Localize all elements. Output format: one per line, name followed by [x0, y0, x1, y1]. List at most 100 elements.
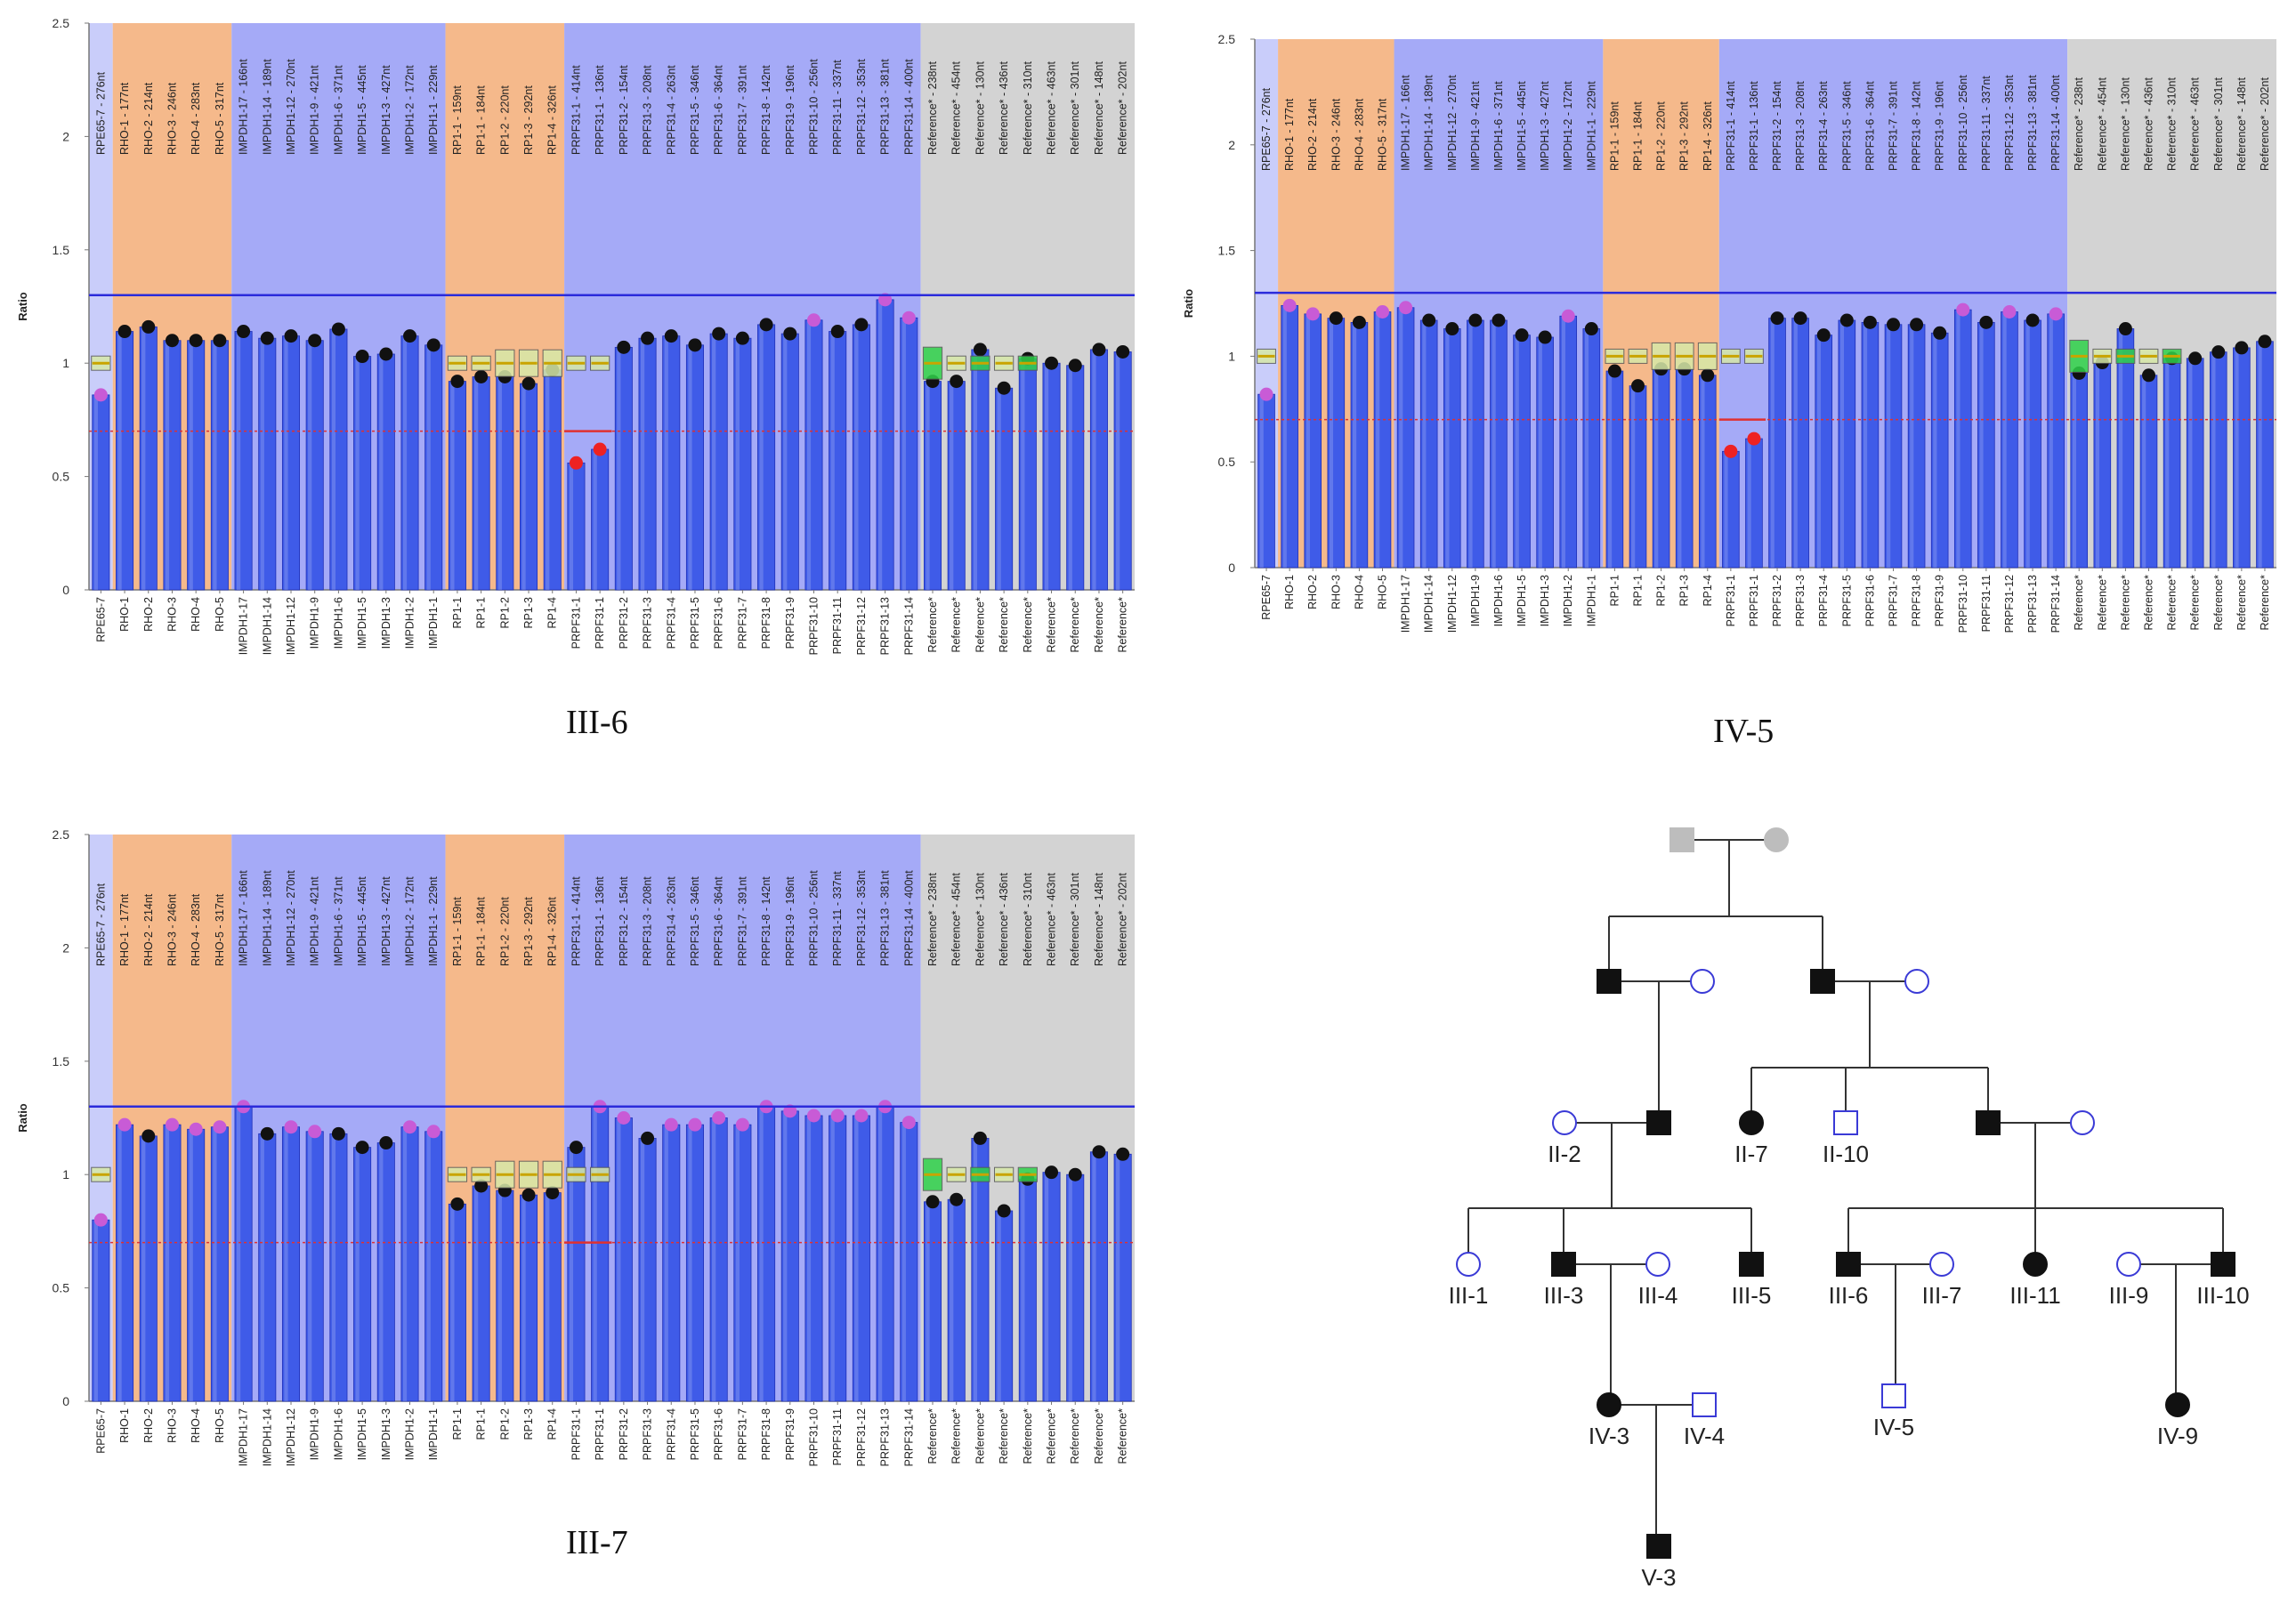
x-tick-label: PRPF31-6	[713, 597, 725, 649]
probe-label: PRPF31-5 - 346nt	[689, 876, 701, 966]
x-tick-label: PRPF31-14	[902, 1408, 915, 1466]
bar-highlight	[664, 335, 668, 590]
y-tick-label: 0.5	[1218, 455, 1236, 469]
bar-highlight	[783, 1110, 788, 1401]
data-point	[1045, 1165, 1059, 1180]
probe-label: IMPDH1-12 - 270nt	[285, 59, 297, 155]
y-tick-label: 2	[1228, 138, 1235, 152]
pedigree-label: II-10	[1823, 1141, 1869, 1167]
data-point	[901, 1116, 916, 1130]
bar-highlight	[2119, 328, 2123, 568]
probe-label: IMPDH1-17 - 166nt	[238, 59, 250, 155]
bar-highlight	[1561, 316, 1565, 568]
x-tick-label: RHO-3	[166, 597, 178, 632]
bar-highlight	[165, 1125, 170, 1401]
bar-highlight	[759, 324, 764, 590]
bar-highlight	[1492, 320, 1496, 568]
bar-highlight	[1306, 313, 1310, 568]
data-point	[379, 347, 393, 361]
probe-label: Reference* - 148nt	[1093, 61, 1105, 155]
x-tick-label: PRPF31-12	[855, 597, 868, 655]
bar-highlight	[2188, 358, 2193, 568]
x-tick-label: RHO-1	[118, 597, 131, 632]
y-tick-label: 2	[62, 129, 69, 143]
probe-label: Reference* - 202nt	[1117, 61, 1129, 155]
data-point	[450, 375, 465, 389]
bar-highlight	[617, 347, 621, 590]
data-point	[688, 338, 702, 352]
bar-highlight	[640, 338, 645, 590]
data-point	[1045, 356, 1059, 370]
bar-highlight	[1933, 333, 1937, 568]
x-tick-label: PRPF31-9	[1934, 575, 1946, 626]
bar-highlight	[474, 376, 479, 590]
data-point	[688, 1117, 702, 1132]
probe-label: Reference* - 310nt	[1022, 61, 1034, 155]
probe-label: Reference* - 454nt	[2096, 77, 2108, 171]
x-tick-label: RPE65-7	[94, 1408, 107, 1454]
y-tick-label: 1.5	[53, 243, 70, 257]
data-point	[260, 331, 274, 345]
data-point	[308, 334, 322, 348]
probe-label: PRPF31-2 - 154nt	[618, 876, 630, 966]
y-tick-label: 0	[62, 1394, 69, 1408]
pedigree-female-III-9	[2116, 1252, 2141, 1277]
data-point	[355, 1141, 369, 1155]
x-tick-label: PRPF31-1	[1748, 575, 1760, 626]
probe-label: IMPDH1-1 - 229nt	[427, 876, 440, 966]
data-point	[2142, 368, 2155, 383]
probe-label: Reference* - 238nt	[926, 61, 939, 155]
y-tick-label: 1.5	[1218, 244, 1236, 258]
chart-iv5: 0 0.5 1 1.5 2 2.5 Ratio RPE65-7 - 276nt RPE65-7 R…	[1166, 16, 2285, 676]
probe-label: RP1-2 - 220nt	[1655, 101, 1668, 171]
y-tick-label: 2.5	[53, 16, 70, 30]
probe-label: Reference* - 202nt	[1117, 873, 1129, 966]
data-point	[284, 329, 298, 343]
bar-highlight	[1259, 394, 1264, 568]
x-tick-label: RP1-3	[1678, 575, 1691, 606]
probe-label: PRPF31-1 - 414nt	[570, 65, 582, 155]
x-tick-label: Reference*	[1093, 597, 1105, 653]
y-tick-label: 2	[62, 940, 69, 955]
x-tick-label: Reference*	[950, 597, 963, 653]
pedigree-female-II-7	[1739, 1110, 1764, 1135]
bar-highlight	[474, 1185, 479, 1401]
pedigree-female-IV-3	[1597, 1392, 1621, 1417]
x-tick-label: IMPDH1-1	[427, 1408, 440, 1460]
probe-label: RP1-3 - 292nt	[522, 897, 535, 966]
bar-highlight	[1816, 335, 1821, 568]
bar-highlight	[402, 1126, 408, 1401]
bar-highlight	[1044, 363, 1049, 590]
probe-label: IMPDH1-2 - 172nt	[404, 876, 416, 966]
probe-label: PRPF31-6 - 364nt	[713, 876, 725, 966]
probe-label: RHO-3 - 246nt	[1330, 98, 1342, 171]
data-point	[1956, 302, 1970, 317]
bar-highlight	[402, 335, 408, 590]
bar-highlight	[1116, 351, 1120, 590]
probe-label: IMPDH1-5 - 445nt	[356, 876, 368, 966]
y-tick-label: 0	[62, 583, 69, 597]
bar-highlight	[593, 449, 597, 590]
bar-highlight	[331, 328, 336, 590]
probe-label: PRPF31-7 - 391nt	[1888, 81, 1900, 171]
bar-highlight	[569, 463, 574, 590]
bar-highlight	[1863, 322, 1868, 568]
data-point	[997, 1204, 1011, 1218]
x-tick-label: PRPF31-2	[618, 597, 630, 649]
data-point	[331, 1126, 345, 1141]
data-point	[1399, 301, 1413, 315]
bar-highlight	[688, 344, 692, 590]
data-point	[854, 1109, 869, 1123]
data-point	[189, 1122, 203, 1136]
data-point	[1068, 359, 1082, 373]
x-tick-label: PRPF31-7	[736, 1408, 748, 1460]
bar-highlight	[355, 356, 360, 590]
probe-label: IMPDH1-5 - 445nt	[1516, 81, 1528, 171]
probe-label: Reference* - 301nt	[2212, 77, 2225, 171]
data-point	[1468, 313, 1483, 327]
x-tick-label: Reference*	[2189, 575, 2202, 631]
x-tick-label: PRPF31-11	[831, 1408, 844, 1465]
x-tick-label: PRPF31-4	[665, 597, 677, 649]
bar-highlight	[569, 1147, 574, 1401]
bar-highlight	[712, 334, 716, 590]
